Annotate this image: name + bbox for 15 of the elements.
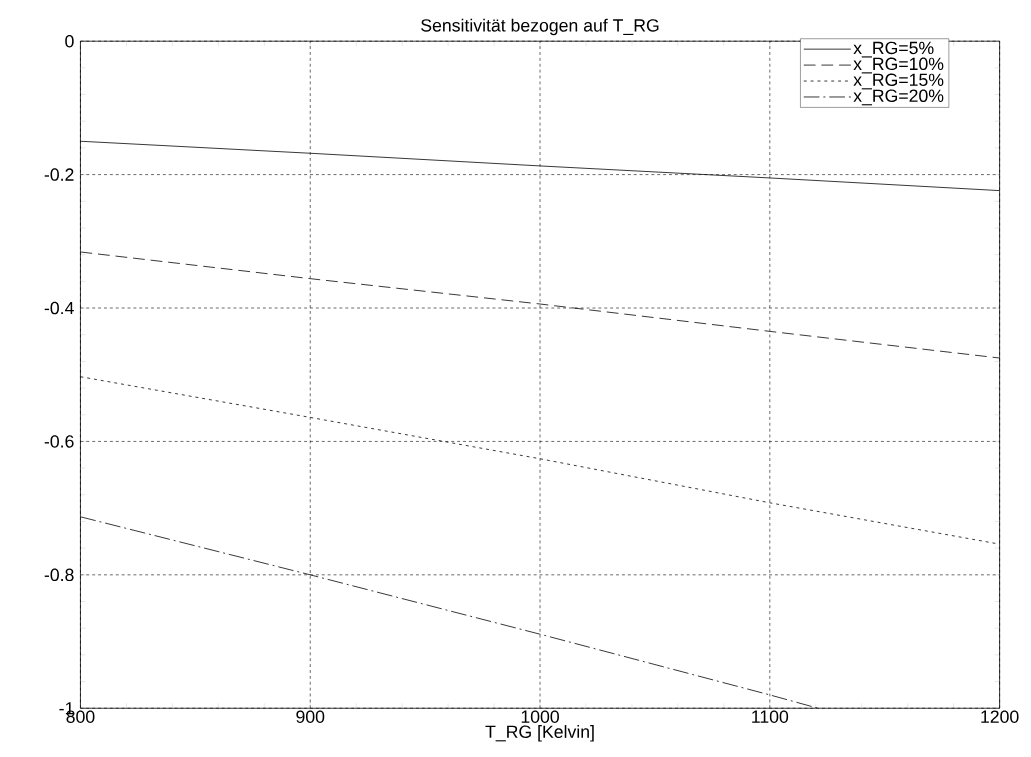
legend-label: x_RG=5% bbox=[853, 41, 934, 58]
y-tick-label: 0 bbox=[65, 34, 74, 48]
x-tick-label: 900 bbox=[296, 710, 325, 723]
x-tick-label: 1100 bbox=[752, 710, 789, 723]
y-tick-label: -0.6 bbox=[44, 435, 74, 448]
legend-label: x_RG=15% bbox=[853, 73, 944, 90]
y-tick-label: -0.2 bbox=[44, 168, 74, 181]
legend-label: x_RG=20% bbox=[853, 89, 944, 106]
y-tick-label: -0.8 bbox=[44, 568, 74, 581]
x-axis-title: T_RG [Kelvin] bbox=[485, 724, 594, 742]
y-tick-label: -0.4 bbox=[44, 301, 74, 315]
x-tick-label: 1000 bbox=[521, 710, 559, 723]
legend-label: x_RG=10% bbox=[853, 57, 944, 74]
chart-title: Sensitivität bezogen auf T_RG bbox=[421, 18, 659, 35]
x-tick-label: 1200 bbox=[981, 710, 1019, 723]
